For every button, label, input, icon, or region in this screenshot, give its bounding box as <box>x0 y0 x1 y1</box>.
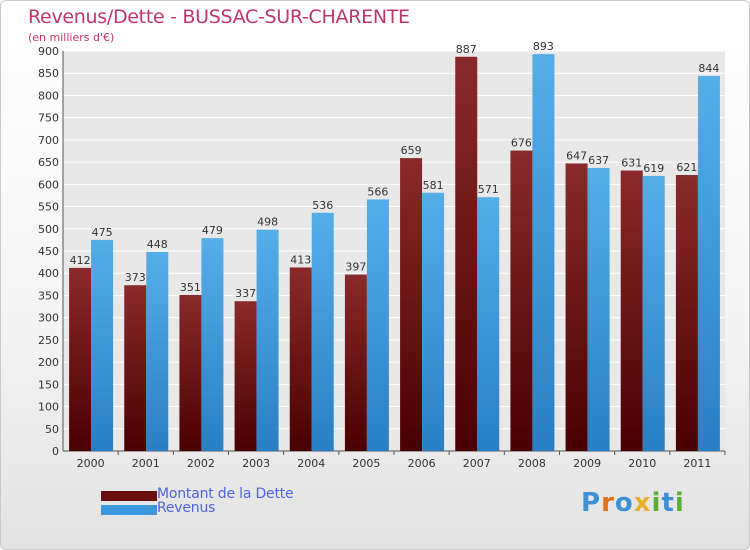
chart-title: Revenus/Dette - BUSSAC-SUR-CHARENTE <box>28 6 410 28</box>
bar-dette <box>124 285 147 451</box>
data-label: 373 <box>125 271 146 284</box>
chart-subtitle: (en milliers d'€) <box>28 31 115 44</box>
legend-swatch-revenus <box>101 505 157 515</box>
bar-revenus <box>366 199 389 451</box>
logo-letter: t <box>661 488 675 518</box>
bar-dette <box>289 267 312 451</box>
y-tick-label: 400 <box>38 267 59 280</box>
data-label: 475 <box>92 226 113 239</box>
bar-revenus <box>477 197 500 451</box>
bar-dette <box>234 301 257 451</box>
bar-revenus <box>587 167 610 451</box>
data-label: 566 <box>367 185 388 198</box>
data-label: 479 <box>202 224 223 237</box>
bar-dette <box>565 163 588 451</box>
bar-revenus <box>256 229 279 451</box>
data-label: 351 <box>180 281 201 294</box>
data-label: 412 <box>70 254 91 267</box>
x-tick-label: 2000 <box>77 457 105 470</box>
bar-revenus <box>146 251 169 451</box>
y-tick-label: 0 <box>52 445 59 458</box>
x-tick-label: 2009 <box>573 457 601 470</box>
bar-dette <box>400 158 423 451</box>
x-tick-label: 2002 <box>187 457 215 470</box>
x-tick-label: 2006 <box>408 457 436 470</box>
logo-letter: x <box>633 488 652 518</box>
bar-dette <box>344 274 367 451</box>
y-tick-label: 450 <box>38 245 59 258</box>
bar-dette <box>179 295 202 451</box>
legend-swatch-dette <box>101 491 157 501</box>
bar-revenus <box>642 175 665 451</box>
y-tick-label: 200 <box>38 356 59 369</box>
y-tick-label: 800 <box>38 89 59 102</box>
data-label: 631 <box>621 157 642 170</box>
bar-dette <box>675 175 698 451</box>
bar-revenus <box>311 212 334 451</box>
data-label: 887 <box>456 43 477 56</box>
data-label: 647 <box>566 149 587 162</box>
data-label: 844 <box>698 62 719 75</box>
data-label: 659 <box>401 144 422 157</box>
y-tick-label: 650 <box>38 156 59 169</box>
data-label: 619 <box>643 162 664 175</box>
x-tick-label: 2010 <box>628 457 656 470</box>
x-tick-label: 2004 <box>297 457 325 470</box>
data-label: 676 <box>511 137 532 150</box>
logo-letter: i <box>674 488 685 518</box>
y-tick-label: 150 <box>38 378 59 391</box>
data-label: 621 <box>676 161 697 174</box>
proxiti-logo: Proxiti <box>581 488 685 518</box>
y-tick-label: 250 <box>38 334 59 347</box>
y-tick-label: 850 <box>38 67 59 80</box>
y-tick-label: 750 <box>38 112 59 125</box>
logo-letter: r <box>601 488 615 518</box>
data-label: 581 <box>423 179 444 192</box>
data-label: 571 <box>478 183 499 196</box>
bar-revenus <box>91 239 114 451</box>
y-tick-label: 350 <box>38 289 59 302</box>
bar-revenus <box>422 192 445 451</box>
legend-label-revenus: Revenus <box>157 500 216 516</box>
y-tick-label: 100 <box>38 401 59 414</box>
bar-revenus <box>532 54 555 451</box>
data-label: 448 <box>147 238 168 251</box>
bar-dette <box>455 56 478 452</box>
x-tick-label: 2005 <box>352 457 380 470</box>
data-label: 637 <box>588 154 609 167</box>
logo-letter: P <box>581 488 602 518</box>
bar-dette <box>510 150 533 452</box>
data-label: 536 <box>312 199 333 212</box>
bar-revenus <box>201 238 224 451</box>
x-tick-label: 2011 <box>683 457 711 470</box>
y-tick-label: 600 <box>38 178 59 191</box>
x-tick-label: 2003 <box>242 457 270 470</box>
data-label: 397 <box>345 261 366 274</box>
bar-dette <box>620 170 643 452</box>
y-tick-label: 300 <box>38 312 59 325</box>
x-tick-label: 2001 <box>132 457 160 470</box>
y-tick-label: 50 <box>45 423 59 436</box>
y-tick-label: 900 <box>38 45 59 58</box>
bar-revenus <box>697 75 720 451</box>
legend-label-dette: Montant de la Dette <box>157 486 294 502</box>
x-tick-label: 2007 <box>463 457 491 470</box>
x-tick-label: 2008 <box>518 457 546 470</box>
data-label: 413 <box>290 253 311 266</box>
data-label: 893 <box>533 40 554 53</box>
bar-dette <box>69 267 92 451</box>
logo-letter: i <box>651 488 662 518</box>
data-label: 498 <box>257 216 278 229</box>
y-tick-label: 700 <box>38 134 59 147</box>
y-tick-label: 550 <box>38 201 59 214</box>
logo-letter: o <box>614 488 634 518</box>
y-tick-label: 500 <box>38 223 59 236</box>
data-label: 337 <box>235 287 256 300</box>
